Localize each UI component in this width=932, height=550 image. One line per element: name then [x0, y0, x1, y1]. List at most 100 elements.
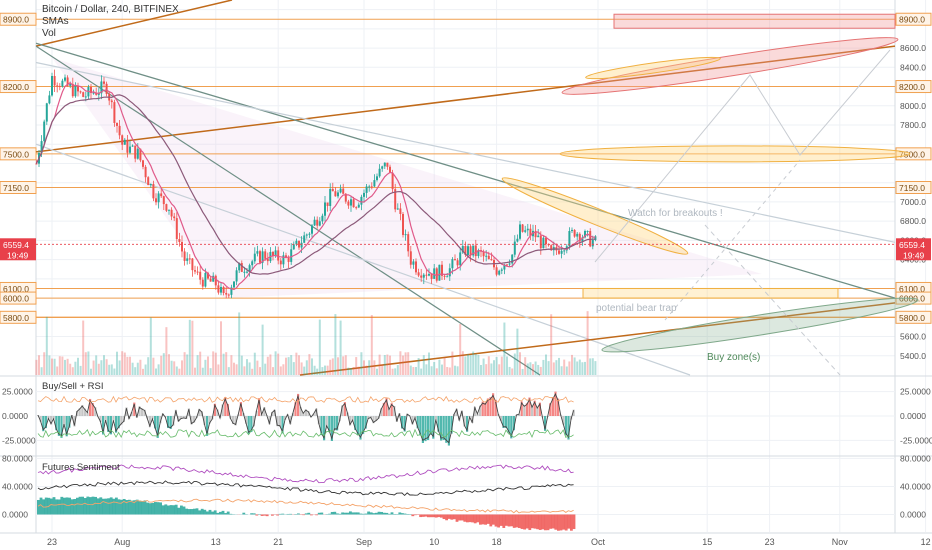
futures-area-bar [242, 512, 246, 515]
volume-bar [568, 361, 571, 375]
futures-area-bar [138, 500, 142, 515]
candle-body [212, 275, 215, 282]
volume-bar [144, 364, 147, 375]
volume-bar [495, 356, 498, 375]
futures-area-bar [502, 514, 506, 528]
candle-body [238, 263, 241, 271]
rsi-histogram-bar [304, 409, 307, 416]
candle-body [578, 233, 581, 242]
rsi-histogram-bar [226, 404, 229, 416]
volume-bar [266, 356, 269, 375]
volume-bar [230, 355, 233, 375]
volume-indicator-label[interactable]: Vol [42, 28, 56, 39]
candle-body [48, 95, 51, 104]
rsi-histogram-bar [525, 403, 528, 416]
futures-area-bar [167, 505, 170, 515]
candle-body [45, 103, 48, 122]
left-level-label: 8200.0 [3, 82, 29, 92]
rsi-histogram-bar [336, 416, 339, 431]
volume-bar [552, 362, 555, 375]
rsi-histogram-bar [551, 397, 554, 416]
sma-fast-line [35, 81, 596, 291]
futures-area-bar [375, 512, 378, 515]
volume-bar [532, 364, 534, 375]
volume-bar [487, 356, 490, 375]
rsi-histogram-bar [466, 416, 469, 432]
candle-body [300, 242, 303, 248]
futures-area-bar [120, 499, 123, 515]
candle-body [74, 85, 77, 97]
futures-area-bar [263, 514, 266, 516]
volume-bar [493, 360, 495, 375]
futures-area-bar [551, 514, 555, 529]
sma-indicator-label[interactable]: SMAs [42, 16, 69, 27]
candle-body [82, 92, 85, 97]
rsi-pane-title[interactable]: Buy/Sell + RSI [42, 381, 104, 392]
volume-bar [48, 355, 51, 375]
rsi-histogram-bar [520, 401, 523, 416]
futures-area-bar [572, 514, 576, 530]
volume-bar [248, 362, 251, 375]
futures-area-bar [486, 514, 490, 524]
volume-bar [503, 322, 506, 375]
candle-body [519, 224, 521, 239]
futures-area-bar [276, 514, 279, 516]
volume-bar [212, 351, 215, 375]
futures-pane-title[interactable]: Futures Sentiment [42, 462, 120, 473]
rsi-histogram-bar [528, 397, 531, 416]
volume-bar [472, 351, 475, 375]
candle-body [438, 264, 441, 281]
futures-tick-label: 80.0000 [900, 453, 931, 463]
rsi-histogram-bar [102, 416, 105, 435]
candle-body [235, 270, 238, 282]
small-ellipse [585, 56, 721, 80]
volume-bar [339, 320, 342, 375]
volume-bar [352, 367, 355, 375]
rsi-histogram-bar [442, 416, 445, 441]
rsi-histogram-bar [317, 416, 320, 425]
candle-body [469, 246, 472, 256]
volume-bar [464, 356, 467, 375]
rsi-histogram-bar [512, 416, 515, 431]
rsi-histogram-bar [320, 416, 323, 436]
candle-body [350, 199, 352, 206]
futures-area-bar [52, 497, 56, 515]
rsi-histogram-bar [437, 416, 440, 432]
rsi-histogram-bar [112, 416, 115, 421]
volume-bar [482, 358, 485, 375]
volume-bar [240, 355, 243, 375]
rsi-lower-band [37, 428, 574, 439]
rsi-histogram-bar [208, 416, 211, 424]
candle-body [256, 251, 259, 254]
futures-area-bar [156, 502, 160, 515]
rsi-histogram-bar [68, 416, 71, 428]
time-tick-label: Oct [591, 537, 606, 547]
futures-area-bar [281, 513, 285, 515]
candle-body [220, 286, 222, 293]
futures-area-bar [304, 513, 308, 515]
futures-area-bar [398, 512, 402, 515]
candle-body [331, 188, 334, 192]
candle-body [287, 257, 290, 262]
rsi-histogram-bar [115, 416, 118, 433]
candle-body [409, 251, 412, 265]
volume-bar [147, 357, 150, 375]
rsi-histogram-bar [141, 408, 144, 416]
rsi-histogram-bar [86, 412, 89, 416]
volume-bar [313, 365, 316, 375]
volume-bar [516, 328, 519, 375]
candle-body [79, 91, 82, 93]
rsi-histogram-bar [333, 416, 336, 431]
rsi-histogram-bar [312, 413, 315, 416]
rsi-histogram-bar [554, 391, 557, 416]
futures-area-bar [211, 511, 214, 515]
futures-area-bar [468, 514, 472, 523]
price-tick-label: 8000.0 [900, 101, 926, 111]
futures-tick-label: 40.0000 [900, 481, 931, 491]
candle-body [186, 258, 189, 261]
symbol-title[interactable]: Bitcoin / Dollar, 240, BITFINEX [42, 4, 179, 15]
volume-bar [441, 364, 443, 375]
rsi-histogram-bar [489, 397, 492, 416]
breakout-ellipse [501, 177, 689, 255]
